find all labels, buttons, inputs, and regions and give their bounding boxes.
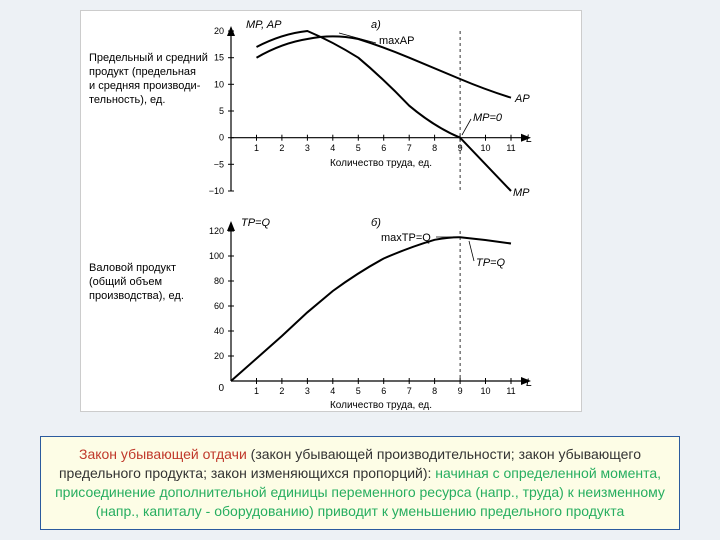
annot-mp0: MP=0 <box>473 112 503 124</box>
xtick: 2 <box>279 386 284 396</box>
xtick: 7 <box>407 386 412 396</box>
side-label: и средняя производи- <box>89 80 201 92</box>
ytick: 120 <box>209 226 224 236</box>
ytick: 20 <box>214 351 224 361</box>
side-label: Валовой продукт <box>89 262 176 274</box>
xtick: 9 <box>458 386 463 396</box>
ytick: 5 <box>219 106 224 116</box>
ytick: 0 <box>219 133 224 143</box>
side-label: (общий объем <box>89 276 162 288</box>
xtick: 4 <box>330 143 335 153</box>
y-title-top: MP, AP <box>246 19 282 31</box>
caption-term: Закон убывающей отдачи <box>79 446 247 462</box>
ytick: 80 <box>214 276 224 286</box>
panel-top: 20 15 10 5 0 −5 −10 1 2 3 4 5 6 7 <box>89 19 532 199</box>
xtick: 11 <box>506 143 515 153</box>
x-var-bottom: L <box>526 377 532 389</box>
annot-line <box>469 241 474 261</box>
xtick: 2 <box>279 143 284 153</box>
xtick: 10 <box>480 386 490 396</box>
xtick: 10 <box>480 143 490 153</box>
ytick: 15 <box>214 53 224 63</box>
caption-box: Закон убывающей отдачи (закон убывающей … <box>40 436 680 530</box>
annot-line <box>339 33 376 43</box>
ytick: 10 <box>214 79 224 89</box>
y-arrow-bottom <box>227 221 235 231</box>
xtick: 1 <box>254 143 259 153</box>
x-title-bottom: Количество труда, ед. <box>330 400 432 411</box>
side-label: тельность), ед. <box>89 94 165 106</box>
panel-label-bottom: б) <box>371 217 381 229</box>
slide: 20 15 10 5 0 −5 −10 1 2 3 4 5 6 7 <box>0 0 720 540</box>
ytick: 100 <box>209 251 224 261</box>
annot-maxap: maxAP <box>379 35 414 47</box>
chart-container: 20 15 10 5 0 −5 −10 1 2 3 4 5 6 7 <box>80 10 582 412</box>
xtick: 7 <box>407 143 412 153</box>
xtick: 5 <box>356 143 361 153</box>
side-label: продукт (предельная <box>89 66 196 78</box>
xtick: 3 <box>305 386 310 396</box>
charts-svg: 20 15 10 5 0 −5 −10 1 2 3 4 5 6 7 <box>81 11 581 411</box>
ytick: 20 <box>214 26 224 36</box>
annot-maxtp: maxTP=Q <box>381 232 431 244</box>
xtick: 3 <box>305 143 310 153</box>
xtick: 8 <box>432 386 437 396</box>
xtick: 6 <box>381 143 386 153</box>
xtick: 6 <box>381 386 386 396</box>
annot-mp: MP <box>513 187 530 199</box>
origin-zero: 0 <box>218 383 224 394</box>
ytick: 60 <box>214 301 224 311</box>
y-ticks-bottom: 20 40 60 80 100 120 <box>209 226 234 361</box>
annot-ap: AP <box>514 93 530 105</box>
xtick: 1 <box>254 386 259 396</box>
annot-tp: TP=Q <box>476 257 505 269</box>
y-title-bottom: TP=Q <box>241 217 270 229</box>
xtick: 11 <box>506 386 515 396</box>
side-label: производства), ед. <box>89 290 184 302</box>
y-ticks-top: 20 15 10 5 0 −5 −10 <box>209 26 234 196</box>
panel-bottom: 20 40 60 80 100 120 1 2 3 4 5 6 7 8 <box>89 217 532 411</box>
tp-curve <box>231 237 511 381</box>
x-var-top: L <box>526 133 532 145</box>
svg-text:−5: −5 <box>214 159 224 169</box>
ytick: 40 <box>214 326 224 336</box>
annot-line <box>462 119 471 135</box>
xtick: 5 <box>356 386 361 396</box>
xtick: 4 <box>330 386 335 396</box>
x-title-top: Количество труда, ед. <box>330 158 432 169</box>
panel-label-top: а) <box>371 19 381 31</box>
svg-text:−10: −10 <box>209 186 224 196</box>
side-label: Предельный и средний <box>89 52 208 64</box>
xtick: 8 <box>432 143 437 153</box>
